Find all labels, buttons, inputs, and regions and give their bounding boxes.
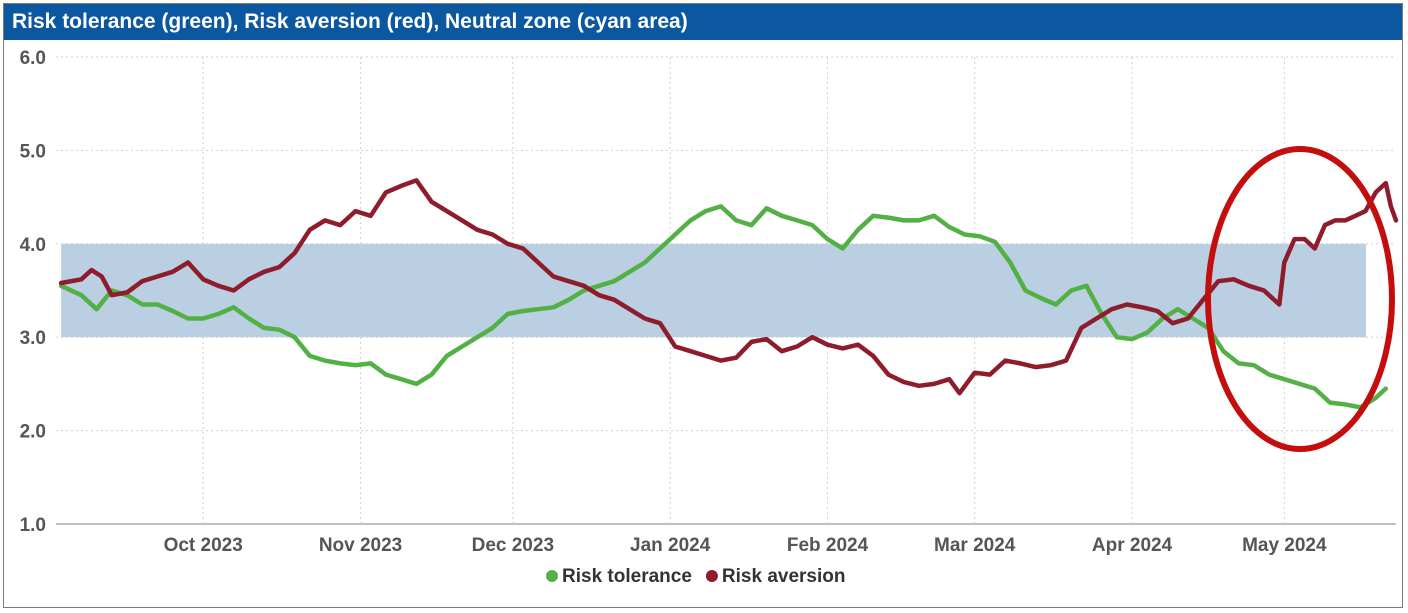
x-tick-label: Nov 2023 [319,535,402,556]
x-tick-label: Mar 2024 [934,535,1016,556]
neutral-zone-band [61,243,1366,338]
x-tick-label: May 2024 [1242,535,1327,556]
y-tick-label: 6.0 [20,48,46,69]
legend-label-risk-aversion: Risk aversion [722,566,846,587]
risk-aversion-line [58,178,1399,396]
legend-marker-risk-aversion [705,570,718,582]
legend-label-risk-tolerance: Risk tolerance [562,566,692,587]
y-tick-label: 5.0 [20,141,46,162]
legend-marker-risk-tolerance [546,570,558,582]
line-chart: 1.0 2.0 3.0 4.0 5.0 6.0 Oct 2023 Nov 2023 Dec 2… [20,48,1399,587]
x-tick-label: Apr 2024 [1092,535,1173,556]
chart-title: Risk tolerance (green), Risk aversion (r… [12,10,688,33]
chart-header: Risk tolerance (green), Risk aversion (r… [4,4,1402,40]
risk-tolerance-line [58,204,1389,410]
chart-frame: Risk tolerance (green), Risk aversion (r… [3,3,1403,608]
x-tick-label: Jan 2024 [630,535,711,556]
x-tick-label: Dec 2023 [472,535,554,556]
y-tick-label: 2.0 [20,422,46,443]
y-tick-label: 3.0 [20,328,46,349]
y-tick-label: 4.0 [20,235,46,256]
x-tick-label: Oct 2023 [164,535,243,556]
y-tick-label: 1.0 [20,515,46,536]
x-tick-label: Feb 2024 [787,535,869,556]
highlight-ellipse [1205,146,1395,452]
